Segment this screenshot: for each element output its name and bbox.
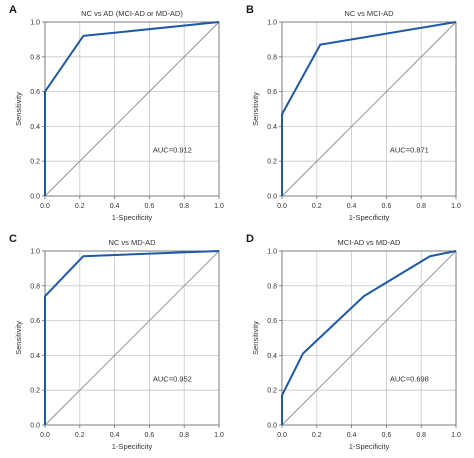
- roc-chart-svg: 0.0 0.2 0.4 0.6 0.8 1.0 0.0 0.2 0.4 0.6 0.8 1.0 MCI-…: [251, 238, 461, 451]
- x-tick-label: 0.6: [382, 432, 392, 439]
- x-tick-label: 0.0: [40, 203, 50, 210]
- x-tick-label: 0.4: [347, 432, 357, 439]
- y-tick-label: 0.4: [30, 353, 40, 360]
- roc-curve-line: [281, 21, 457, 196]
- x-tick-label: 0.2: [75, 432, 85, 439]
- x-tick-label: 1.0: [451, 203, 461, 210]
- plot-frame: [281, 21, 457, 197]
- x-tick-label: 1.0: [451, 432, 461, 439]
- y-tick-label: 0.0: [30, 194, 40, 201]
- roc-panel: A 0.0 0.2 0.4 0.6 0.8 1.0 0.0 0.2 0.4 0.6 0.8 1.0 NC…: [0, 0, 237, 229]
- y-tick-label: 0.2: [267, 159, 277, 166]
- y-axis-label: Sensitivity: [14, 321, 23, 355]
- y-tick-label: 0.2: [267, 388, 277, 395]
- x-tick-label: 0.8: [416, 432, 426, 439]
- x-tick-label: 0.0: [277, 203, 287, 210]
- roc-panel: C 0.0 0.2 0.4 0.6 0.8 1.0 0.0 0.2 0.4 0.6 0.8 1.0 NC…: [0, 229, 237, 458]
- roc-chart-svg: 0.0 0.2 0.4 0.6 0.8 1.0 0.0 0.2 0.4 0.6 0.8 1.0 NC v…: [251, 9, 461, 222]
- panel-letter: B: [246, 4, 254, 16]
- y-axis-label: Sensitivity: [251, 321, 260, 355]
- roc-curve-line: [281, 250, 457, 425]
- y-tick-label: 0.6: [267, 89, 277, 96]
- y-tick-label: 1.0: [267, 249, 277, 256]
- x-tick-label: 1.0: [214, 432, 224, 439]
- y-tick-label: 1.0: [30, 249, 40, 256]
- chart-title: NC vs MCI-AD: [344, 9, 394, 18]
- x-tick-label: 0.8: [416, 203, 426, 210]
- x-tick-label: 0.2: [312, 432, 322, 439]
- auc-annotation: AUC=0.871: [390, 146, 429, 155]
- y-tick-label: 0.2: [30, 159, 40, 166]
- reference-diagonal-line: [281, 21, 457, 197]
- x-tick-label: 0.2: [312, 203, 322, 210]
- reference-diagonal-line: [44, 21, 220, 197]
- y-tick-label: 0.4: [267, 353, 277, 360]
- y-tick-label: 1.0: [267, 20, 277, 27]
- y-tick-label: 0.2: [30, 388, 40, 395]
- y-tick-label: 0.8: [30, 283, 40, 290]
- y-tick-label: 0.8: [267, 283, 277, 290]
- roc-chart-svg: 0.0 0.2 0.4 0.6 0.8 1.0 0.0 0.2 0.4 0.6 0.8 1.0 NC v…: [14, 9, 224, 222]
- y-tick-label: 0.6: [267, 318, 277, 325]
- plot-frame: [281, 250, 457, 426]
- x-tick-label: 0.6: [382, 203, 392, 210]
- x-tick-label: 0.8: [179, 203, 189, 210]
- auc-annotation: AUC=0.912: [153, 146, 192, 155]
- x-tick-label: 0.4: [110, 203, 120, 210]
- y-tick-label: 0.0: [267, 423, 277, 430]
- y-axis-label: Sensitivity: [251, 92, 260, 126]
- y-tick-label: 0.4: [267, 124, 277, 131]
- x-tick-label: 1.0: [214, 203, 224, 210]
- x-tick-label: 0.4: [347, 203, 357, 210]
- y-tick-label: 0.6: [30, 89, 40, 96]
- y-axis-label: Sensitivity: [14, 92, 23, 126]
- reference-diagonal-line: [44, 250, 220, 426]
- panel-letter: C: [9, 233, 17, 245]
- panel-letter: D: [246, 233, 254, 245]
- x-axis-label: 1-Specificity: [349, 442, 390, 451]
- auc-annotation: AUC=0.952: [153, 375, 192, 384]
- y-tick-label: 0.0: [267, 194, 277, 201]
- y-tick-label: 0.0: [30, 423, 40, 430]
- roc-chart-svg: 0.0 0.2 0.4 0.6 0.8 1.0 0.0 0.2 0.4 0.6 0.8 1.0 NC v…: [14, 238, 224, 451]
- x-axis-label: 1-Specificity: [349, 213, 390, 222]
- chart-title: MCI-AD vs MD-AD: [338, 238, 401, 247]
- x-tick-label: 0.8: [179, 432, 189, 439]
- y-tick-label: 0.8: [30, 54, 40, 61]
- x-axis-label: 1-Specificity: [112, 213, 153, 222]
- y-tick-label: 0.6: [30, 318, 40, 325]
- chart-title: NC vs MD-AD: [108, 238, 156, 247]
- x-tick-label: 0.0: [40, 432, 50, 439]
- y-tick-label: 0.8: [267, 54, 277, 61]
- reference-diagonal-line: [281, 250, 457, 426]
- x-tick-label: 0.4: [110, 432, 120, 439]
- roc-panel: D 0.0 0.2 0.4 0.6 0.8 1.0 0.0 0.2 0.4 0.6 0.8 1.0 MC…: [237, 229, 474, 458]
- x-axis-label: 1-Specificity: [112, 442, 153, 451]
- auc-annotation: AUC=0.698: [390, 375, 429, 384]
- chart-title: NC vs AD (MCI-AD or MD-AD): [81, 9, 183, 18]
- panel-letter: A: [9, 4, 17, 16]
- roc-curve-line: [44, 250, 220, 425]
- roc-panel: B 0.0 0.2 0.4 0.6 0.8 1.0 0.0 0.2 0.4 0.6 0.8 1.0 NC…: [237, 0, 474, 229]
- x-tick-label: 0.6: [145, 203, 155, 210]
- roc-curve-line: [44, 21, 220, 196]
- x-tick-label: 0.0: [277, 432, 287, 439]
- x-tick-label: 0.2: [75, 203, 85, 210]
- y-tick-label: 0.4: [30, 124, 40, 131]
- x-tick-label: 0.6: [145, 432, 155, 439]
- y-tick-label: 1.0: [30, 20, 40, 27]
